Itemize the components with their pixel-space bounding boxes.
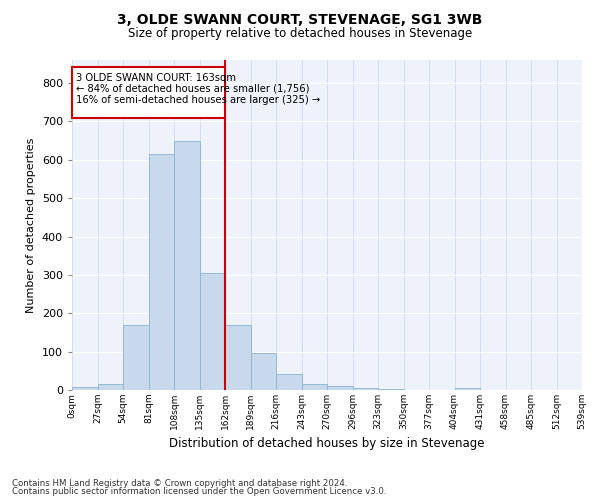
Text: 3 OLDE SWANN COURT: 163sqm: 3 OLDE SWANN COURT: 163sqm xyxy=(76,73,236,83)
Bar xyxy=(123,325,149,390)
Y-axis label: Number of detached properties: Number of detached properties xyxy=(26,138,36,312)
Text: Contains public sector information licensed under the Open Government Licence v3: Contains public sector information licen… xyxy=(12,487,386,496)
Bar xyxy=(199,273,225,390)
FancyBboxPatch shape xyxy=(72,67,225,117)
Bar xyxy=(302,384,327,390)
Bar xyxy=(276,374,302,390)
Bar xyxy=(327,386,353,390)
Bar xyxy=(149,154,174,390)
Text: ← 84% of detached houses are smaller (1,756): ← 84% of detached houses are smaller (1,… xyxy=(76,84,309,94)
Text: 16% of semi-detached houses are larger (325) →: 16% of semi-detached houses are larger (… xyxy=(76,94,320,104)
Bar xyxy=(378,389,404,390)
Bar xyxy=(251,353,276,390)
Bar xyxy=(225,325,251,390)
Bar xyxy=(97,384,123,390)
Bar xyxy=(72,387,97,390)
Text: Size of property relative to detached houses in Stevenage: Size of property relative to detached ho… xyxy=(128,28,472,40)
Bar xyxy=(455,388,480,390)
X-axis label: Distribution of detached houses by size in Stevenage: Distribution of detached houses by size … xyxy=(169,438,485,450)
Bar xyxy=(353,388,378,390)
Text: 3, OLDE SWANN COURT, STEVENAGE, SG1 3WB: 3, OLDE SWANN COURT, STEVENAGE, SG1 3WB xyxy=(118,12,482,26)
Text: Contains HM Land Registry data © Crown copyright and database right 2024.: Contains HM Land Registry data © Crown c… xyxy=(12,478,347,488)
Bar xyxy=(174,140,199,390)
